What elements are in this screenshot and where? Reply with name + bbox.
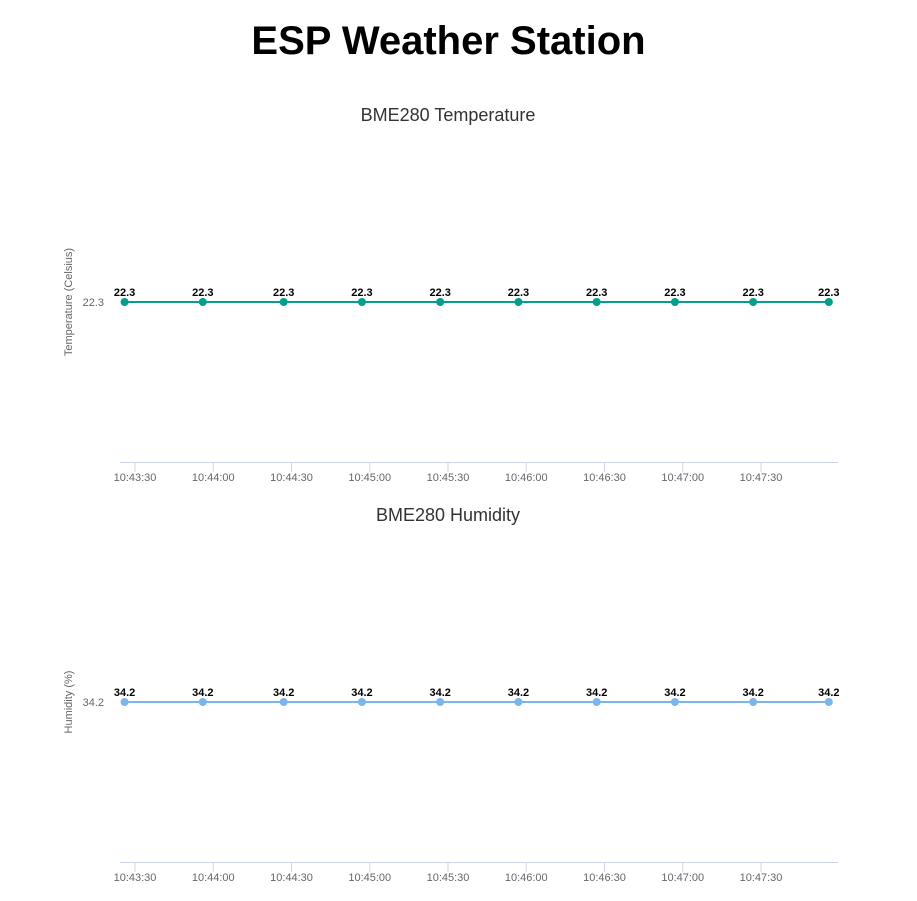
humidity-data-label: 34.2 — [273, 687, 294, 699]
temperature-data-point[interactable] — [824, 298, 833, 306]
temperature-data-label: 22.3 — [273, 287, 294, 299]
humidity-data-point[interactable] — [279, 698, 288, 706]
humidity-data-label: 34.2 — [664, 687, 685, 699]
humidity-x-tick-label: 10:47:30 — [740, 872, 783, 884]
humidity-data-point[interactable] — [514, 698, 523, 706]
temperature-x-tick-label: 10:46:30 — [583, 472, 626, 484]
humidity-x-tick-label: 10:47:00 — [661, 872, 704, 884]
temperature-x-tick-label: 10:43:30 — [114, 472, 157, 484]
humidity-data-point[interactable] — [436, 698, 445, 706]
temperature-x-tick-label: 10:47:00 — [661, 472, 704, 484]
humidity-x-tick-label: 10:45:00 — [348, 872, 391, 884]
temperature-x-tick-label: 10:46:00 — [505, 472, 548, 484]
humidity-x-tick-label: 10:46:00 — [505, 872, 548, 884]
humidity-data-point[interactable] — [670, 698, 679, 706]
humidity-x-tick-label: 10:43:30 — [114, 872, 157, 884]
temperature-data-point[interactable] — [749, 298, 758, 306]
temperature-data-point[interactable] — [357, 298, 366, 306]
temperature-data-point[interactable] — [514, 298, 523, 306]
humidity-y-tick-label: 34.2 — [83, 697, 104, 709]
temperature-y-axis-title: Temperature (Celsius) — [63, 248, 75, 356]
temperature-data-point[interactable] — [436, 298, 445, 306]
temperature-x-tick-label: 10:45:00 — [348, 472, 391, 484]
temperature-data-label: 22.3 — [664, 287, 685, 299]
temperature-x-tick-label: 10:47:30 — [740, 472, 783, 484]
humidity-data-label: 34.2 — [818, 687, 839, 699]
temperature-data-label: 22.3 — [818, 287, 839, 299]
temperature-data-point[interactable] — [592, 298, 601, 306]
humidity-x-tick-label: 10:45:30 — [427, 872, 470, 884]
temperature-data-label: 22.3 — [192, 287, 213, 299]
humidity-data-point[interactable] — [198, 698, 207, 706]
temperature-data-point[interactable] — [198, 298, 207, 306]
page-title: ESP Weather Station — [251, 19, 646, 63]
temperature-chart-title: BME280 Temperature — [361, 105, 536, 125]
humidity-chart: BME280 Humidity Humidity (%) 34.2 10:43:30 1… — [63, 505, 840, 884]
temperature-data-label: 22.3 — [429, 287, 450, 299]
temperature-data-label: 22.3 — [586, 287, 607, 299]
temperature-data-point[interactable] — [120, 298, 129, 306]
humidity-chart-title: BME280 Humidity — [376, 505, 520, 525]
humidity-data-label: 34.2 — [114, 687, 135, 699]
temperature-y-tick-label: 22.3 — [83, 297, 104, 309]
temperature-data-point[interactable] — [670, 298, 679, 306]
humidity-data-point[interactable] — [357, 698, 366, 706]
temperature-x-tick-label: 10:44:30 — [270, 472, 313, 484]
temperature-data-point[interactable] — [279, 298, 288, 306]
humidity-x-tick-label: 10:44:00 — [192, 872, 235, 884]
humidity-data-point[interactable] — [749, 698, 758, 706]
humidity-data-label: 34.2 — [742, 687, 763, 699]
temperature-x-tick-label: 10:44:00 — [192, 472, 235, 484]
humidity-data-label: 34.2 — [192, 687, 213, 699]
humidity-data-point[interactable] — [592, 698, 601, 706]
humidity-data-label: 34.2 — [508, 687, 529, 699]
temperature-data-label: 22.3 — [742, 287, 763, 299]
humidity-data-label: 34.2 — [429, 687, 450, 699]
humidity-x-tick-label: 10:44:30 — [270, 872, 313, 884]
temperature-x-tick-label: 10:45:30 — [427, 472, 470, 484]
temperature-data-label: 22.3 — [351, 287, 372, 299]
humidity-y-axis-title: Humidity (%) — [63, 671, 75, 734]
temperature-chart: BME280 Temperature Temperature (Celsius) 2… — [63, 105, 840, 484]
temperature-data-label: 22.3 — [114, 287, 135, 299]
temperature-data-label: 22.3 — [508, 287, 529, 299]
humidity-x-tick-label: 10:46:30 — [583, 872, 626, 884]
humidity-data-label: 34.2 — [351, 687, 372, 699]
humidity-data-point[interactable] — [824, 698, 833, 706]
humidity-data-label: 34.2 — [586, 687, 607, 699]
humidity-data-point[interactable] — [120, 698, 129, 706]
